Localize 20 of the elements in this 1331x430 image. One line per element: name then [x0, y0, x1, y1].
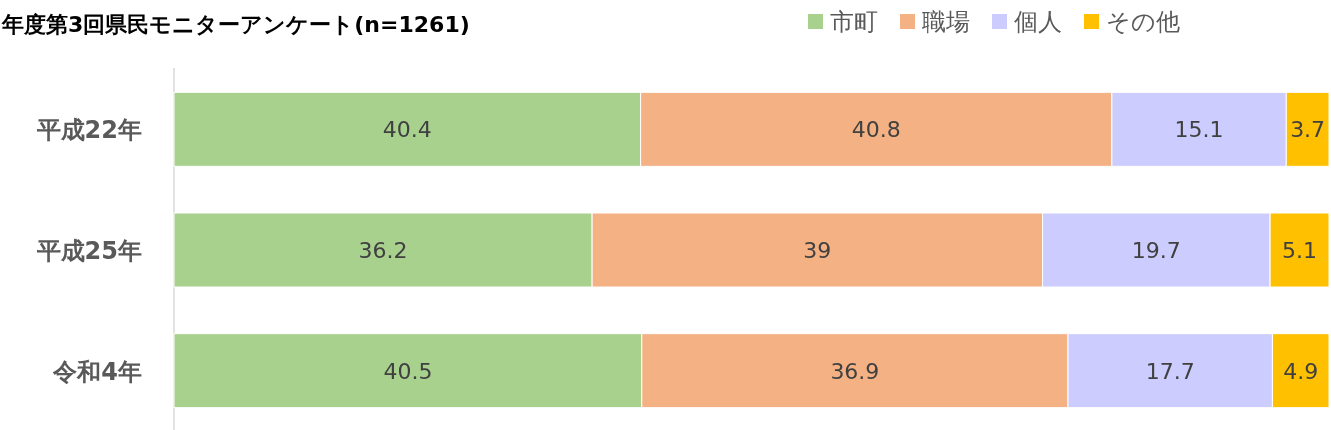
y-tick-label: 平成22年 [35, 116, 142, 145]
y-tick-label: 平成25年 [35, 237, 142, 265]
legend-label: 市町 [830, 8, 878, 36]
legend-label: 個人 [1014, 8, 1062, 36]
legend-label: 職場 [922, 8, 970, 36]
data-label: 39 [803, 238, 832, 263]
data-label: 3.7 [1290, 117, 1326, 143]
data-label: 5.1 [1282, 238, 1318, 263]
data-label: 40.8 [851, 117, 901, 143]
data-label: 40.4 [382, 117, 432, 143]
data-label: 19.7 [1131, 238, 1181, 263]
data-label: 36.9 [830, 358, 880, 384]
data-label: 17.7 [1145, 358, 1195, 384]
data-label: 4.9 [1283, 358, 1319, 384]
data-label: 15.1 [1174, 117, 1224, 143]
y-tick-label: 令和4年 [52, 357, 142, 386]
chart-title: 年度第3回県民モニターアンケート(n=1261) [1, 12, 470, 37]
data-label: 36.2 [358, 238, 408, 263]
legend-label: その他 [1106, 8, 1180, 36]
data-label: 40.5 [383, 358, 433, 384]
